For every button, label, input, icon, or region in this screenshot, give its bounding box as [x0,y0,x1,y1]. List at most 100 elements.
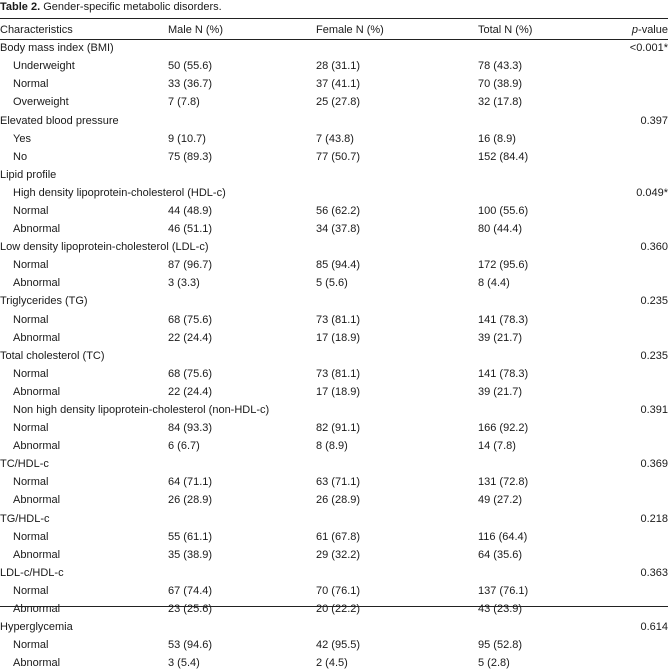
male-value: 50 (55.6) [168,60,213,73]
female-value [316,238,478,256]
header-rule [0,39,668,40]
header-male: Male N (%) [168,24,224,37]
male-value [168,564,316,582]
table-row: Normal 53 (94.6) 42 (95.5) 95 (52.8) [0,636,668,654]
row-label: Yes [13,132,31,145]
p-value [619,383,668,401]
female-value [316,455,478,473]
table-row: No 75 (89.3) 77 (50.7) 152 (84.4) [0,148,668,166]
p-value [619,419,668,437]
row-label: High density lipoprotein-cholesterol (HD… [13,186,226,199]
table-row: Abnormal 6 (6.7) 8 (8.9) 14 (7.8) [0,437,668,455]
female-value [316,401,478,419]
female-value [316,184,478,202]
header-characteristics: Characteristics [0,24,73,37]
male-value [168,510,316,528]
female-value: 20 (22.2) [316,603,361,616]
p-value [619,329,668,347]
table-row: Hyperglycemia 0.614 [0,618,668,636]
total-value: 137 (76.1) [478,584,529,597]
female-value [316,564,478,582]
p-value: 0.235 [640,349,668,362]
table-row: Body mass index (BMI) <0.001* [0,39,668,57]
row-label: Lipid profile [0,168,57,181]
total-value: 5 (2.8) [478,657,510,670]
total-value [478,111,619,129]
row-label: Hyperglycemia [0,621,73,634]
table-row: Abnormal 3 (3.3) 5 (5.6) 8 (4.4) [0,274,668,292]
total-value: 80 (44.4) [478,223,523,236]
total-value [478,455,619,473]
male-value: 7 (7.8) [168,96,200,109]
male-value: 33 (36.7) [168,78,213,91]
table-row: Low density lipoprotein-cholesterol (LDL… [0,238,668,256]
male-value [168,111,316,129]
p-value [619,75,668,93]
row-label: Abnormal [13,440,61,453]
row-label: Abnormal [13,494,61,507]
bottom-rule [0,606,668,607]
total-value: 78 (43.3) [478,60,523,73]
table-row: Underweight 50 (55.6) 28 (31.1) 78 (43.3) [0,57,668,75]
total-value: 32 (17.8) [478,96,523,109]
table-row: Normal 67 (74.4) 70 (76.1) 137 (76.1) [0,582,668,600]
total-value: 49 (27.2) [478,494,523,507]
table-row: Triglycerides (TG) 0.235 [0,292,668,310]
male-value [168,39,316,57]
total-value: 14 (7.8) [478,440,516,453]
female-value [316,166,478,184]
row-label: Normal [13,367,49,380]
row-label: Abnormal [13,277,61,290]
total-value: 70 (38.9) [478,78,523,91]
female-value: 8 (8.9) [316,440,348,453]
row-label: Normal [13,313,49,326]
female-value: 42 (95.5) [316,639,361,652]
male-value: 68 (75.6) [168,367,213,380]
table-row: Abnormal 26 (28.9) 26 (28.9) 49 (27.2) [0,491,668,509]
male-value: 53 (94.6) [168,639,213,652]
male-value: 55 (61.1) [168,530,213,543]
top-rule [0,18,668,19]
male-value: 84 (93.3) [168,422,213,435]
total-value: 64 (35.6) [478,548,523,561]
total-value: 43 (23.9) [478,603,523,616]
row-label: Non high density lipoprotein-cholesterol… [13,404,270,417]
female-value: 2 (4.5) [316,657,348,670]
female-value: 82 (91.1) [316,422,361,435]
table-row: Overweight 7 (7.8) 25 (27.8) 32 (17.8) [0,93,668,111]
p-value [619,256,668,274]
p-value [619,148,668,166]
row-label: Low density lipoprotein-cholesterol (LDL… [0,241,209,254]
total-value: 39 (21.7) [478,331,523,344]
p-value [619,365,668,383]
p-value [619,491,668,509]
row-label: Normal [13,530,49,543]
female-value: 73 (81.1) [316,313,361,326]
male-value: 3 (3.3) [168,277,200,290]
male-value: 23 (25.6) [168,603,213,616]
table-row: Normal 84 (93.3) 82 (91.1) 166 (92.2) [0,419,668,437]
total-value [478,618,619,636]
p-value: 0.360 [640,241,668,254]
row-label: LDL-c/HDL-c [0,566,64,579]
p-value: 0.218 [640,512,668,525]
male-value [168,166,316,184]
row-label: Abnormal [13,603,61,616]
p-value [619,311,668,329]
row-label: Normal [13,204,49,217]
female-value: 77 (50.7) [316,150,361,163]
metabolic-table: Characteristics Male N (%) Female N (%) … [0,21,668,672]
total-value: 8 (4.4) [478,277,510,290]
male-value: 64 (71.1) [168,476,213,489]
header-row: Characteristics Male N (%) Female N (%) … [0,21,668,39]
male-value: 9 (10.7) [168,132,206,145]
p-value: <0.001* [629,42,668,55]
table-row: Normal 55 (61.1) 61 (67.8) 116 (64.4) [0,528,668,546]
header-p-value: p-value [619,21,668,39]
total-value: 100 (55.6) [478,204,529,217]
table-row: Normal 64 (71.1) 63 (71.1) 131 (72.8) [0,473,668,491]
total-value [478,401,619,419]
table-row: Abnormal 22 (24.4) 17 (18.9) 39 (21.7) [0,329,668,347]
row-label: No [13,150,28,163]
female-value: 17 (18.9) [316,385,361,398]
